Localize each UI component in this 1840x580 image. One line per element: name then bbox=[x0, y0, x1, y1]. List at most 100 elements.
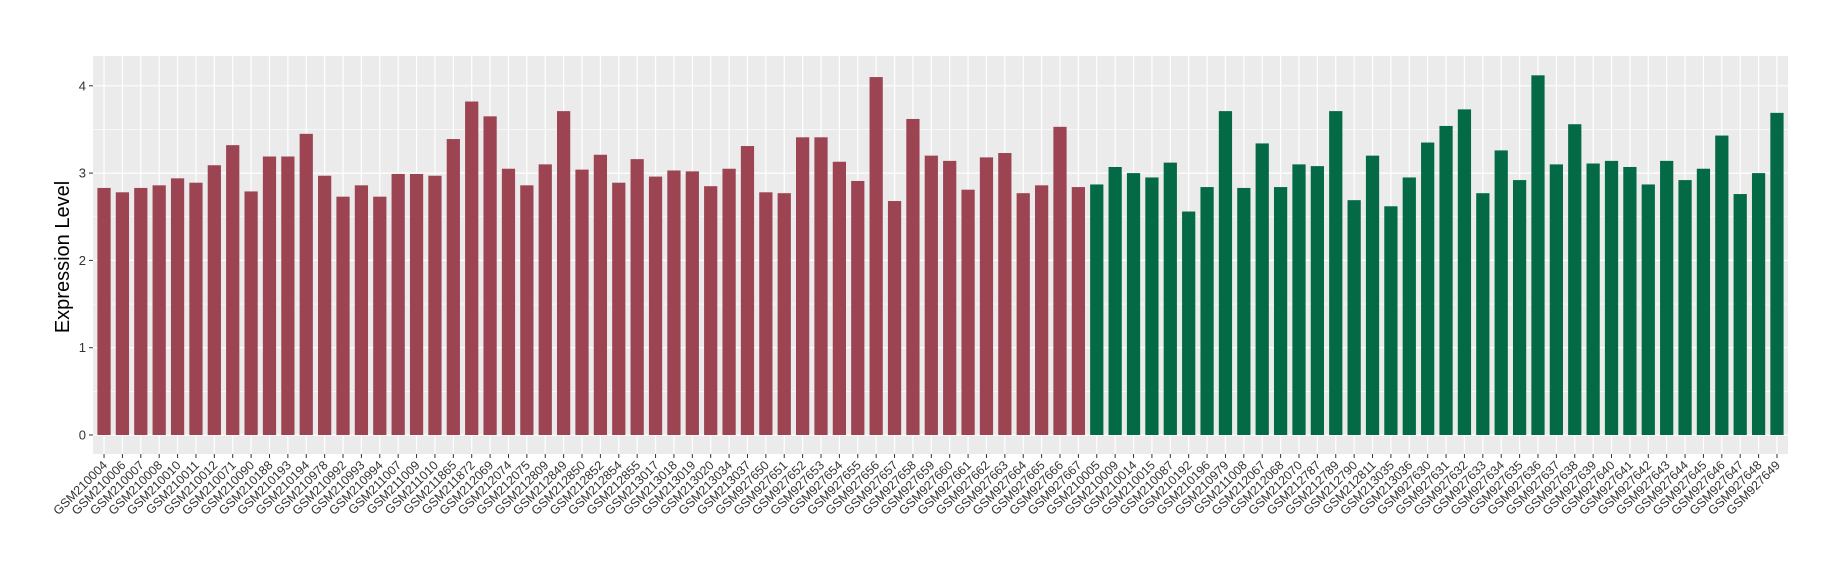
bar-GSM927647 bbox=[1733, 194, 1747, 435]
bar-GSM210015 bbox=[1145, 177, 1159, 435]
bar-GSM210005 bbox=[1090, 184, 1104, 435]
bar-GSM212070 bbox=[1292, 164, 1306, 435]
bar-GSM212068 bbox=[1273, 187, 1288, 435]
y-tick-label: 2 bbox=[79, 253, 86, 268]
bar-GSM927657 bbox=[887, 201, 902, 435]
bar-GSM211872 bbox=[465, 101, 479, 435]
bar-GSM927640 bbox=[1604, 160, 1619, 436]
bar-GSM213017 bbox=[648, 176, 663, 436]
bar-GSM210192 bbox=[1182, 211, 1196, 435]
bar-GSM927638 bbox=[1568, 124, 1582, 435]
bar-GSM927664 bbox=[1016, 193, 1030, 435]
bar-GSM212790 bbox=[1347, 200, 1361, 435]
bar-GSM210196 bbox=[1200, 187, 1214, 435]
bar-GSM210011 bbox=[189, 182, 203, 435]
x-axis: GSM210004GSM210006GSM210007GSM210008GSM2… bbox=[51, 454, 1783, 518]
bar-GSM927635 bbox=[1512, 180, 1527, 435]
bar-GSM927665 bbox=[1034, 185, 1049, 435]
bar-GSM213036 bbox=[1402, 177, 1416, 435]
bar-GSM927639 bbox=[1586, 163, 1600, 435]
bar-GSM927637 bbox=[1549, 164, 1563, 435]
bar-GSM212787 bbox=[1310, 166, 1324, 435]
bar-GSM210004 bbox=[97, 187, 111, 435]
bar-GSM210193 bbox=[281, 156, 295, 435]
bar-GSM927632 bbox=[1457, 109, 1472, 435]
bar-GSM210071 bbox=[226, 145, 240, 435]
bar-GSM210009 bbox=[1108, 166, 1122, 435]
bar-GSM212809 bbox=[538, 164, 552, 435]
bar-GSM210087 bbox=[1163, 162, 1177, 435]
bar-GSM927660 bbox=[943, 160, 957, 436]
bar-GSM927652 bbox=[796, 137, 810, 435]
bar-GSM212069 bbox=[483, 116, 497, 435]
y-tick-label: 0 bbox=[79, 428, 86, 443]
bar-GSM212074 bbox=[501, 168, 516, 436]
bar-GSM212850 bbox=[575, 169, 589, 435]
bar-GSM212849 bbox=[557, 111, 571, 435]
bar-GSM211007 bbox=[391, 173, 405, 435]
bar-GSM210194 bbox=[299, 133, 313, 435]
bar-GSM927653 bbox=[814, 137, 828, 435]
bar-GSM927649 bbox=[1770, 112, 1784, 435]
bar-GSM213034 bbox=[722, 168, 736, 436]
bar-GSM212811 bbox=[1365, 155, 1380, 435]
bar-GSM927655 bbox=[851, 180, 865, 435]
bar-GSM210006 bbox=[115, 192, 130, 435]
bar-GSM213037 bbox=[740, 146, 755, 436]
bar-GSM927662 bbox=[979, 157, 994, 436]
bar-GSM927642 bbox=[1641, 184, 1655, 435]
bar-GSM927633 bbox=[1476, 193, 1490, 435]
bar-GSM212854 bbox=[612, 182, 626, 435]
bar-GSM213019 bbox=[685, 171, 699, 435]
bar-GSM213035 bbox=[1384, 206, 1398, 435]
y-tick-label: 3 bbox=[79, 166, 86, 181]
bar-GSM211009 bbox=[409, 173, 424, 435]
bar-GSM927667 bbox=[1071, 187, 1085, 435]
bar-GSM927641 bbox=[1623, 166, 1637, 435]
bar-GSM212855 bbox=[630, 159, 644, 435]
y-tick-label: 1 bbox=[79, 340, 86, 355]
bar-GSM927663 bbox=[998, 153, 1012, 435]
y-tick-label: 4 bbox=[79, 78, 86, 93]
bar-GSM927648 bbox=[1751, 173, 1766, 435]
bar-GSM927645 bbox=[1696, 168, 1711, 436]
bar-GSM927646 bbox=[1715, 135, 1729, 435]
bar-GSM210090 bbox=[244, 191, 258, 435]
bar-GSM927631 bbox=[1439, 125, 1453, 435]
bar-GSM927654 bbox=[832, 161, 847, 435]
bar-GSM210979 bbox=[1218, 111, 1233, 435]
bar-GSM213018 bbox=[667, 170, 681, 435]
bar-GSM210010 bbox=[170, 178, 185, 435]
bar-GSM210008 bbox=[152, 185, 166, 435]
bar-GSM211865 bbox=[446, 139, 460, 436]
bar-GSM927643 bbox=[1660, 160, 1674, 436]
bar-GSM210993 bbox=[354, 185, 369, 435]
bar-GSM210978 bbox=[318, 175, 332, 435]
bar-GSM927634 bbox=[1494, 150, 1508, 436]
bar-GSM210188 bbox=[262, 156, 277, 435]
bar-GSM210992 bbox=[336, 196, 350, 435]
bar-GSM927650 bbox=[759, 192, 773, 435]
bar-GSM212852 bbox=[593, 154, 608, 435]
bar-GSM927658 bbox=[906, 118, 920, 435]
bar-GSM210012 bbox=[207, 165, 221, 436]
bar-GSM211008 bbox=[1237, 187, 1251, 435]
bar-GSM212067 bbox=[1255, 143, 1269, 435]
bar-GSM210007 bbox=[134, 187, 148, 435]
bar-GSM210994 bbox=[373, 196, 387, 435]
bars bbox=[97, 75, 1784, 436]
bar-GSM927644 bbox=[1678, 180, 1692, 435]
y-axis-title: Expression Level bbox=[52, 181, 74, 333]
bar-GSM212075 bbox=[520, 185, 534, 435]
bar-GSM927661 bbox=[961, 189, 975, 435]
bar-GSM927651 bbox=[777, 193, 791, 435]
bar-GSM927656 bbox=[869, 77, 883, 435]
bar-GSM211010 bbox=[428, 175, 442, 435]
bar-GSM927659 bbox=[924, 155, 938, 435]
bar-GSM927666 bbox=[1053, 126, 1067, 436]
bar-GSM927636 bbox=[1531, 75, 1545, 435]
bar-GSM210014 bbox=[1126, 173, 1141, 435]
bar-GSM212789 bbox=[1329, 111, 1343, 435]
